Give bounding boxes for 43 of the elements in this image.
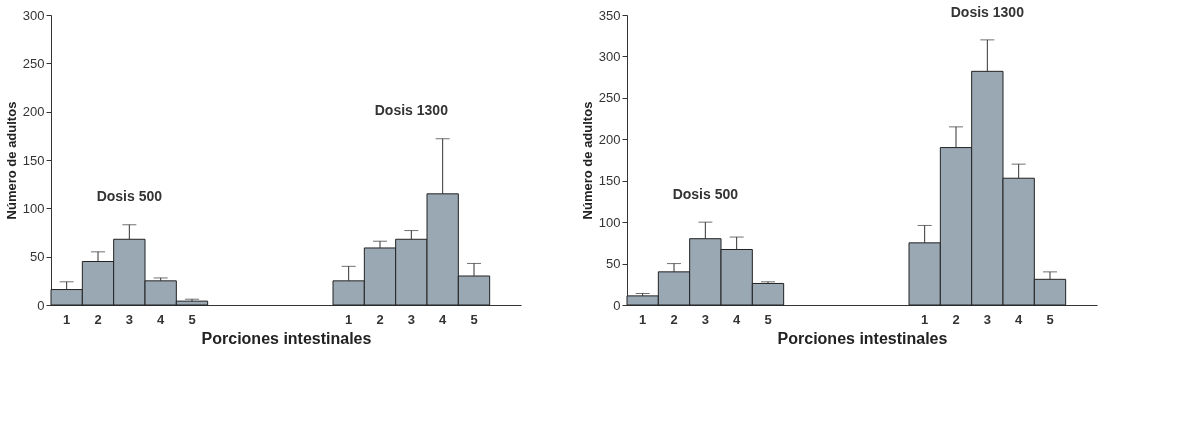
y-tick-label: 100 <box>22 200 45 216</box>
x-tick-label: 1 <box>921 311 929 327</box>
x-tick-label: 3 <box>125 311 133 327</box>
x-tick-label: 1 <box>345 311 353 327</box>
annotation: Dosis 500 <box>672 185 739 202</box>
x-tick-label: 3 <box>407 311 415 327</box>
x-tick-label: 2 <box>952 311 960 327</box>
x-tick-label: 4 <box>157 311 166 327</box>
x-tick-label: 3 <box>701 311 709 327</box>
annotation: Dosis 1300 <box>374 102 449 119</box>
y-tick-label: 50 <box>30 249 45 265</box>
x-axis-title: Porciones intestinales <box>201 329 372 347</box>
y-tick-label: 100 <box>598 214 621 230</box>
x-tick-label: 5 <box>764 311 772 327</box>
y-tick-label: 0 <box>37 297 45 313</box>
x-tick-label: 1 <box>639 311 647 327</box>
y-tick-label: 50 <box>606 256 621 272</box>
y-tick-label: 200 <box>598 131 621 147</box>
x-tick-label: 2 <box>94 311 102 327</box>
x-tick-label: 2 <box>376 311 384 327</box>
y-tick-label: 150 <box>598 173 621 189</box>
x-tick-label: 5 <box>470 311 478 327</box>
y-tick-label: 300 <box>22 7 45 23</box>
x-tick-label: 2 <box>670 311 678 327</box>
x-tick-label: 4 <box>733 311 742 327</box>
x-axis-title: Porciones intestinales <box>777 329 948 347</box>
y-tick-label: 250 <box>598 90 621 106</box>
x-tick-label: 1 <box>63 311 71 327</box>
y-tick-label: 0 <box>613 297 621 313</box>
y-axis-title: Número de adultos <box>3 101 19 220</box>
x-tick-label: 5 <box>1046 311 1054 327</box>
y-tick-label: 200 <box>22 104 45 120</box>
annotation: Dosis 500 <box>96 188 163 205</box>
x-tick-label: 4 <box>1015 311 1024 327</box>
y-axis-title: Número de adultos <box>579 101 595 220</box>
y-tick-label: 150 <box>22 152 45 168</box>
y-tick-label: 300 <box>598 48 621 64</box>
annotation: Dosis 1300 <box>950 3 1025 20</box>
x-tick-label: 3 <box>983 311 991 327</box>
x-tick-label: 5 <box>188 311 196 327</box>
y-tick-label: 350 <box>598 7 621 23</box>
x-tick-label: 4 <box>439 311 448 327</box>
y-tick-label: 250 <box>22 55 45 71</box>
